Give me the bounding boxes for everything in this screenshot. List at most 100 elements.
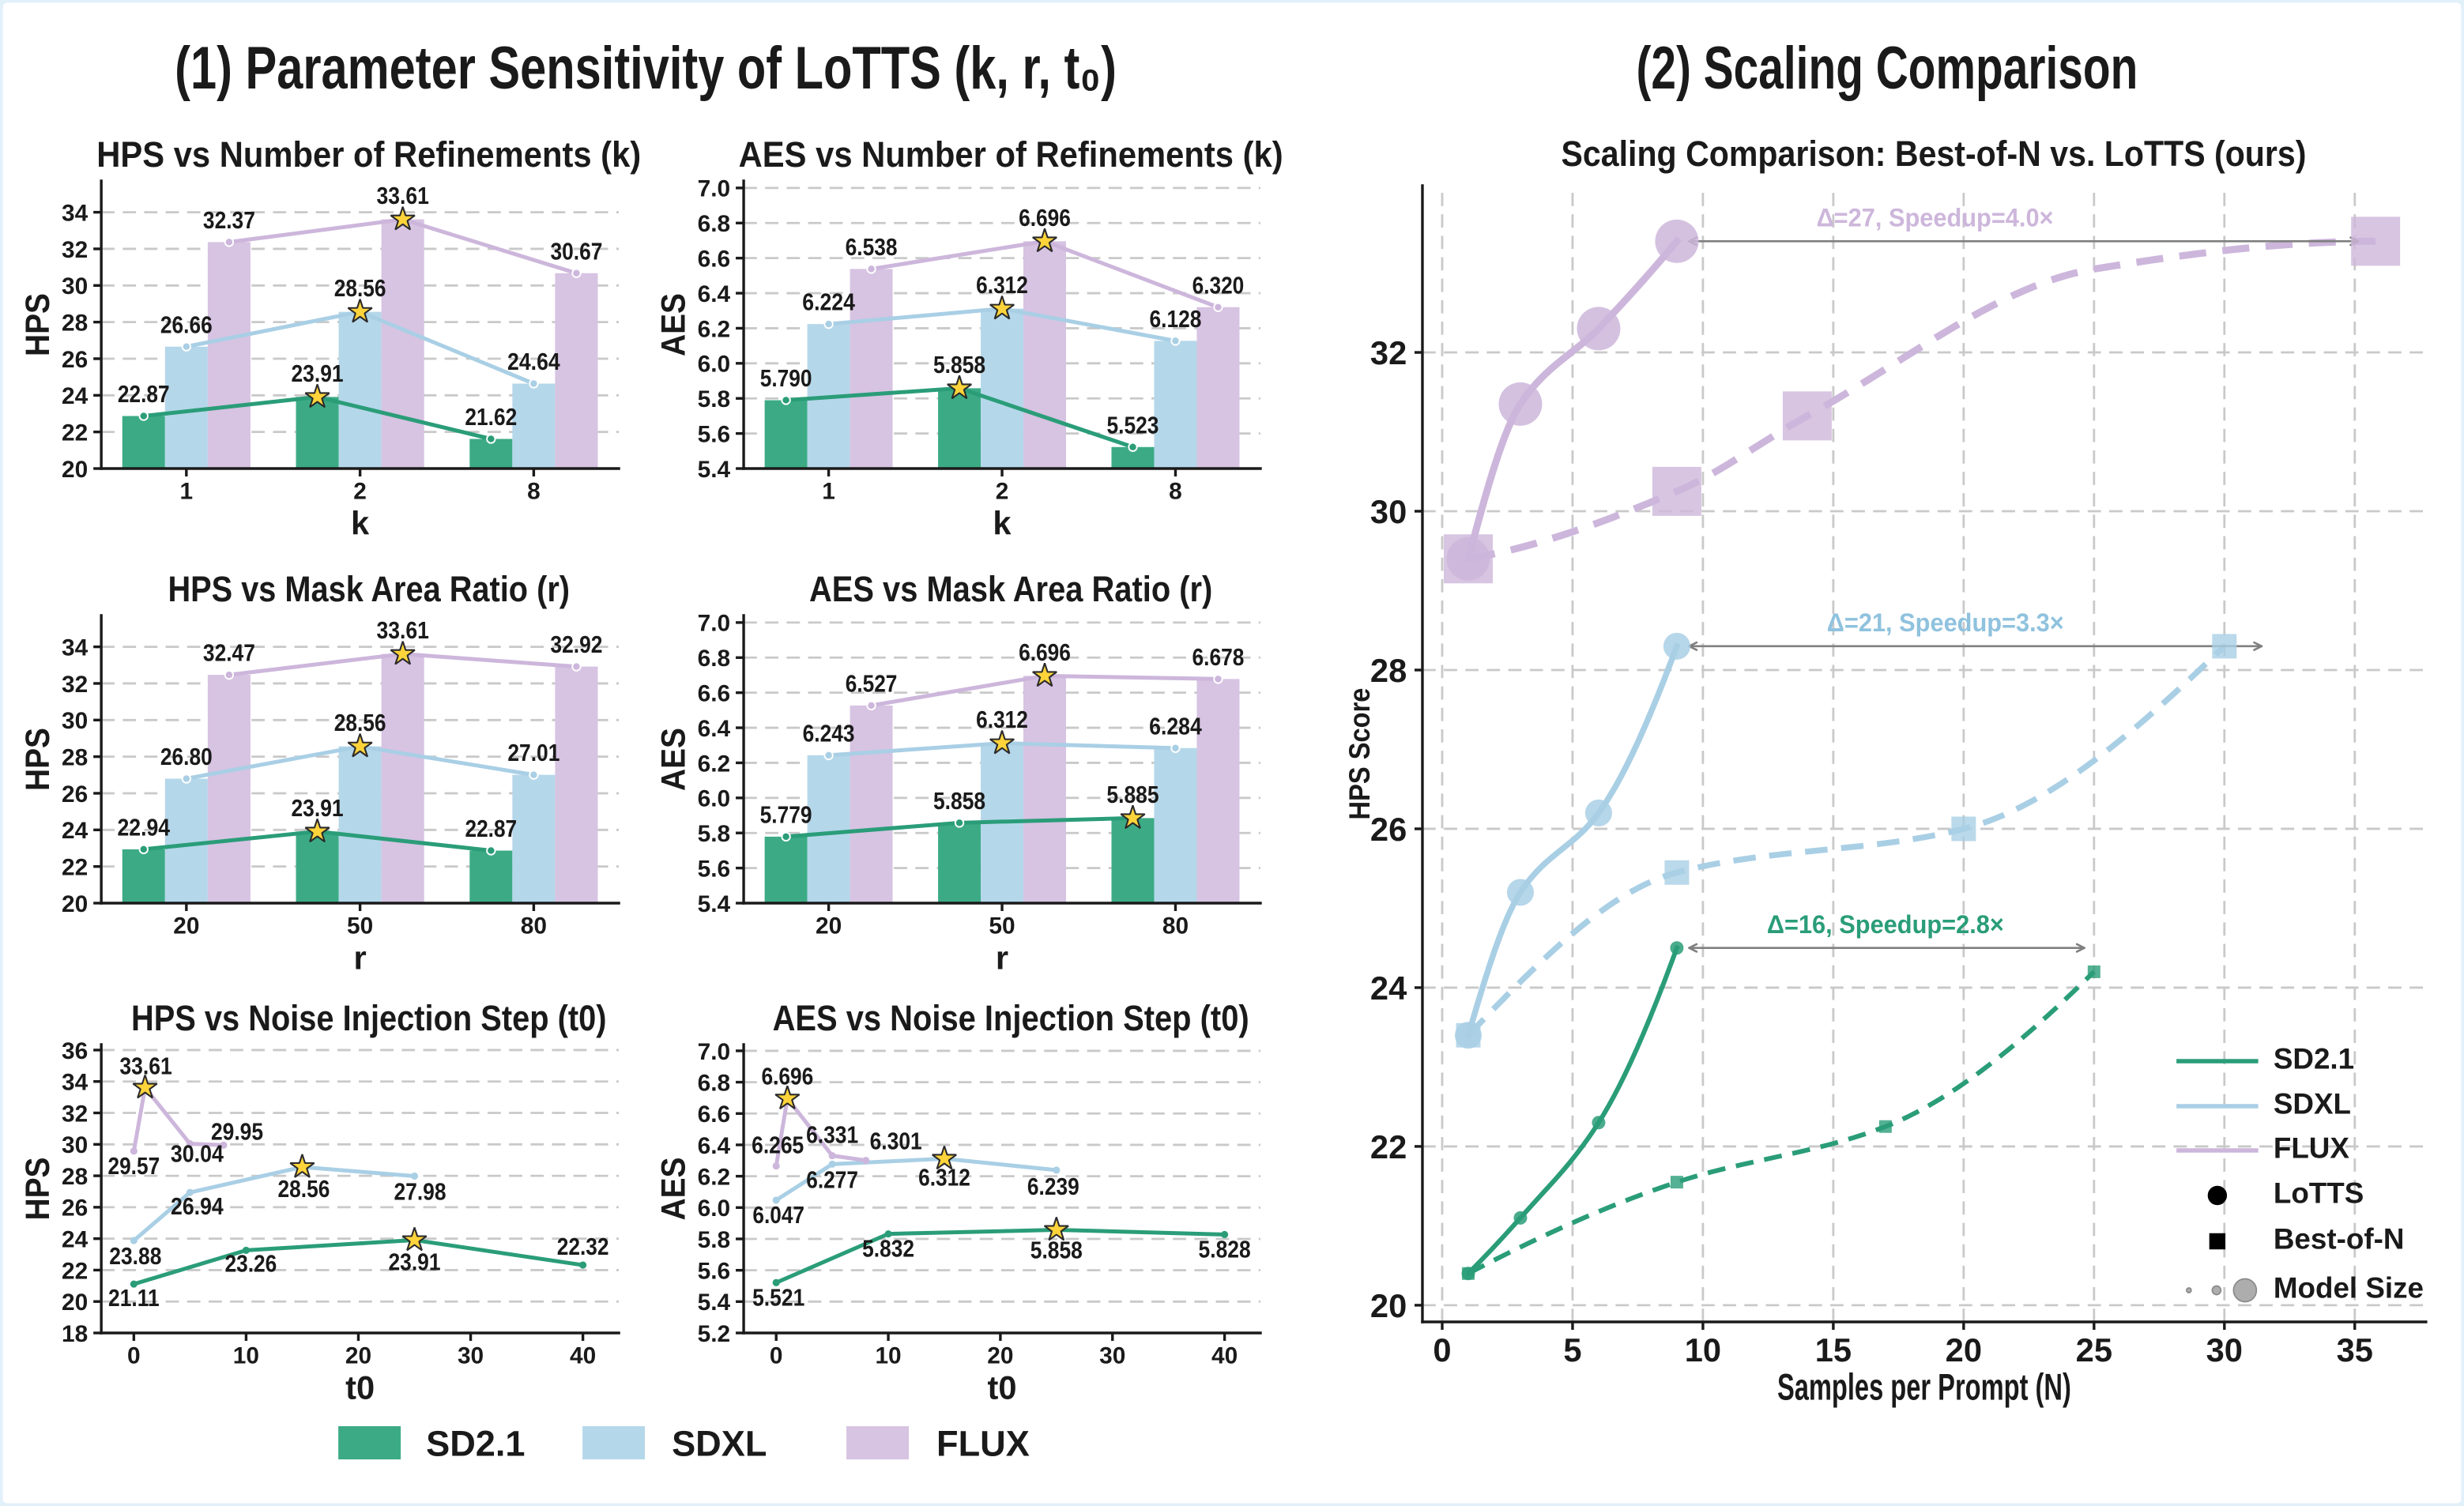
svg-text:Best-of-N: Best-of-N [2274,1223,2405,1256]
svg-text:5.6: 5.6 [698,421,730,447]
svg-text:6.8: 6.8 [698,211,730,237]
svg-text:SD2.1: SD2.1 [426,1424,525,1464]
svg-text:6.2: 6.2 [698,316,730,342]
svg-text:6.678: 6.678 [1192,643,1244,671]
svg-text:32: 32 [62,237,88,263]
svg-text:6.331: 6.331 [806,1121,858,1149]
svg-text:34: 34 [62,634,89,661]
svg-text:20: 20 [1370,1287,1407,1324]
svg-text:AES vs Mask Area Ratio (r): AES vs Mask Area Ratio (r) [809,569,1212,609]
svg-text:30: 30 [1370,493,1407,530]
svg-text:20: 20 [173,913,199,939]
svg-text:20: 20 [345,1343,371,1369]
svg-text:23.91: 23.91 [291,794,343,822]
svg-text:(1) Parameter Sensitivity of L: (1) Parameter Sensitivity of LoTTS (k, r… [175,35,1117,102]
svg-text:t0: t0 [988,1369,1017,1406]
svg-text:24: 24 [62,818,89,844]
svg-text:HPS vs Number of Refinements (: HPS vs Number of Refinements (k) [96,134,641,175]
svg-text:5.779: 5.779 [760,800,812,828]
svg-text:2: 2 [353,479,367,505]
svg-text:32.92: 32.92 [550,631,602,658]
svg-text:Δ=21, Speedup=3.3×: Δ=21, Speedup=3.3× [1827,608,2064,637]
svg-text:10: 10 [1685,1331,1721,1369]
svg-text:6.527: 6.527 [846,669,898,697]
svg-text:21.11: 21.11 [108,1284,160,1312]
svg-text:20: 20 [62,1290,88,1316]
svg-text:30: 30 [62,1132,88,1158]
svg-text:5.858: 5.858 [933,351,985,378]
svg-text:23.91: 23.91 [388,1248,440,1275]
svg-text:6.312: 6.312 [976,706,1028,733]
svg-text:k: k [993,504,1012,541]
svg-text:8: 8 [1169,479,1182,505]
svg-text:40: 40 [570,1343,596,1369]
svg-text:15: 15 [1815,1331,1852,1369]
svg-text:SDXL: SDXL [2274,1088,2351,1120]
svg-text:30: 30 [458,1343,484,1369]
svg-text:30.04: 30.04 [171,1140,224,1168]
svg-text:HPS Score: HPS Score [1343,688,1376,820]
svg-text:26.66: 26.66 [160,311,213,338]
svg-text:18: 18 [62,1321,88,1347]
svg-text:SDXL: SDXL [672,1424,767,1464]
svg-text:7.0: 7.0 [698,1039,730,1065]
svg-text:5.6: 5.6 [698,1258,730,1284]
svg-text:6.4: 6.4 [698,1133,731,1159]
svg-text:32: 32 [1370,334,1407,371]
svg-text:5.858: 5.858 [933,787,985,815]
svg-text:20: 20 [62,457,88,483]
svg-text:6.538: 6.538 [846,233,898,261]
svg-text:26: 26 [62,347,88,373]
svg-text:0: 0 [770,1343,783,1369]
svg-text:10: 10 [233,1343,259,1369]
svg-text:AES vs Noise Injection Step (t: AES vs Noise Injection Step (t0) [773,998,1249,1038]
svg-text:Δ=27, Speedup=4.0×: Δ=27, Speedup=4.0× [1817,203,2054,232]
svg-text:29.57: 29.57 [108,1152,160,1180]
svg-text:0: 0 [127,1343,141,1369]
svg-text:26.94: 26.94 [171,1192,224,1220]
svg-text:1: 1 [822,479,835,505]
svg-text:80: 80 [1162,913,1189,939]
svg-text:22: 22 [62,420,88,446]
svg-text:5.4: 5.4 [698,457,731,483]
svg-text:28: 28 [1370,652,1407,689]
svg-text:32.47: 32.47 [203,639,255,667]
svg-text:6.243: 6.243 [803,719,855,747]
svg-text:5: 5 [1563,1331,1581,1369]
svg-text:5.2: 5.2 [698,1321,730,1347]
svg-text:6.312: 6.312 [976,271,1028,299]
svg-text:6.128: 6.128 [1149,305,1201,333]
svg-text:7.0: 7.0 [698,176,730,202]
svg-text:HPS: HPS [19,1158,57,1221]
svg-text:32: 32 [62,1101,88,1127]
svg-text:28.56: 28.56 [334,274,386,302]
svg-text:22.32: 22.32 [557,1233,609,1260]
svg-text:1: 1 [180,479,194,505]
svg-text:22.87: 22.87 [118,380,170,408]
svg-text:35: 35 [2337,1331,2373,1369]
svg-text:5.521: 5.521 [752,1283,804,1311]
svg-text:20: 20 [62,891,88,917]
svg-text:6.8: 6.8 [698,646,730,672]
svg-text:6.4: 6.4 [698,281,731,307]
svg-text:6.696: 6.696 [761,1062,813,1090]
svg-text:r: r [996,939,1008,976]
svg-text:22: 22 [62,1258,88,1284]
svg-text:5.858: 5.858 [1030,1236,1083,1263]
svg-text:Samples per Prompt (N): Samples per Prompt (N) [1777,1366,2071,1408]
svg-text:6.284: 6.284 [1149,712,1202,740]
svg-text:LoTTS: LoTTS [2274,1177,2364,1210]
svg-text:50: 50 [347,913,373,939]
svg-text:22: 22 [1370,1128,1407,1165]
svg-text:33.61: 33.61 [376,616,428,644]
svg-text:t0: t0 [345,1369,375,1406]
svg-text:34: 34 [62,200,89,226]
svg-text:28: 28 [62,744,88,770]
svg-text:20: 20 [1946,1331,1982,1369]
svg-text:6.6: 6.6 [698,246,730,272]
svg-text:Δ=16, Speedup=2.8×: Δ=16, Speedup=2.8× [1767,909,2004,939]
svg-text:AES: AES [655,293,693,356]
svg-text:AES vs Number of Refinements (: AES vs Number of Refinements (k) [739,134,1283,175]
svg-text:6.6: 6.6 [698,680,730,706]
svg-text:10: 10 [875,1343,901,1369]
